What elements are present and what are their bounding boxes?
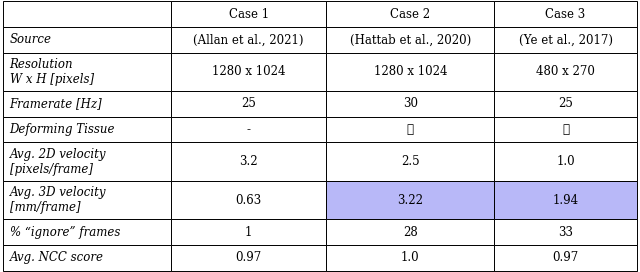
- Bar: [326, 1, 494, 27]
- Text: Resolution
W x H [pixels]: Resolution W x H [pixels]: [10, 58, 93, 86]
- Bar: [3, 219, 171, 245]
- Text: Case 3: Case 3: [545, 8, 586, 21]
- Bar: [171, 1, 326, 27]
- Text: 0.63: 0.63: [236, 194, 262, 207]
- Bar: [3, 91, 171, 117]
- Bar: [171, 91, 326, 117]
- Text: Framerate [Hz]: Framerate [Hz]: [10, 97, 102, 110]
- Text: 1.0: 1.0: [556, 155, 575, 168]
- Text: Source: Source: [10, 33, 52, 46]
- Text: 0.97: 0.97: [552, 251, 579, 264]
- Bar: [3, 117, 171, 143]
- Bar: [494, 1, 637, 27]
- Text: 3.22: 3.22: [397, 194, 423, 207]
- Text: 25: 25: [241, 97, 256, 110]
- Bar: [494, 181, 637, 219]
- Text: 2.5: 2.5: [401, 155, 420, 168]
- Bar: [494, 53, 637, 91]
- Text: ✓: ✓: [562, 123, 569, 136]
- Bar: [326, 245, 494, 271]
- Text: Avg. NCC score: Avg. NCC score: [10, 251, 104, 264]
- Text: Case 1: Case 1: [228, 8, 269, 21]
- Bar: [494, 117, 637, 143]
- Bar: [326, 143, 494, 181]
- Bar: [3, 53, 171, 91]
- Bar: [3, 143, 171, 181]
- Text: 1: 1: [245, 226, 252, 239]
- Text: 3.2: 3.2: [239, 155, 258, 168]
- Bar: [326, 53, 494, 91]
- Bar: [326, 117, 494, 143]
- Text: 28: 28: [403, 226, 418, 239]
- Text: 1280 x 1024: 1280 x 1024: [212, 65, 285, 78]
- Bar: [3, 181, 171, 219]
- Bar: [326, 27, 494, 53]
- Text: (Ye et al., 2017): (Ye et al., 2017): [518, 33, 612, 46]
- Text: 0.97: 0.97: [236, 251, 262, 264]
- Bar: [494, 219, 637, 245]
- Bar: [494, 27, 637, 53]
- Text: 33: 33: [558, 226, 573, 239]
- Text: 25: 25: [558, 97, 573, 110]
- Bar: [171, 219, 326, 245]
- Bar: [3, 27, 171, 53]
- Text: Case 2: Case 2: [390, 8, 430, 21]
- Bar: [326, 219, 494, 245]
- Text: (Hattab et al., 2020): (Hattab et al., 2020): [349, 33, 471, 46]
- Text: 30: 30: [403, 97, 418, 110]
- Text: Avg. 3D velocity
[mm/frame]: Avg. 3D velocity [mm/frame]: [10, 186, 106, 214]
- Bar: [171, 117, 326, 143]
- Text: 1.94: 1.94: [552, 194, 579, 207]
- Bar: [3, 1, 171, 27]
- Bar: [171, 143, 326, 181]
- Bar: [171, 245, 326, 271]
- Bar: [494, 143, 637, 181]
- Text: Avg. 2D velocity
[pixels/frame]: Avg. 2D velocity [pixels/frame]: [10, 148, 106, 176]
- Bar: [171, 27, 326, 53]
- Bar: [494, 245, 637, 271]
- Bar: [326, 91, 494, 117]
- Text: 1.0: 1.0: [401, 251, 420, 264]
- Text: (Allan et al., 2021): (Allan et al., 2021): [193, 33, 304, 46]
- Text: ✓: ✓: [407, 123, 414, 136]
- Text: 480 x 270: 480 x 270: [536, 65, 595, 78]
- Text: -: -: [247, 123, 251, 136]
- Bar: [171, 53, 326, 91]
- Text: Deforming Tissue: Deforming Tissue: [10, 123, 115, 136]
- Bar: [494, 91, 637, 117]
- Bar: [326, 181, 494, 219]
- Bar: [3, 245, 171, 271]
- Text: % “ignore” frames: % “ignore” frames: [10, 226, 120, 239]
- Text: 1280 x 1024: 1280 x 1024: [374, 65, 447, 78]
- Bar: [171, 181, 326, 219]
